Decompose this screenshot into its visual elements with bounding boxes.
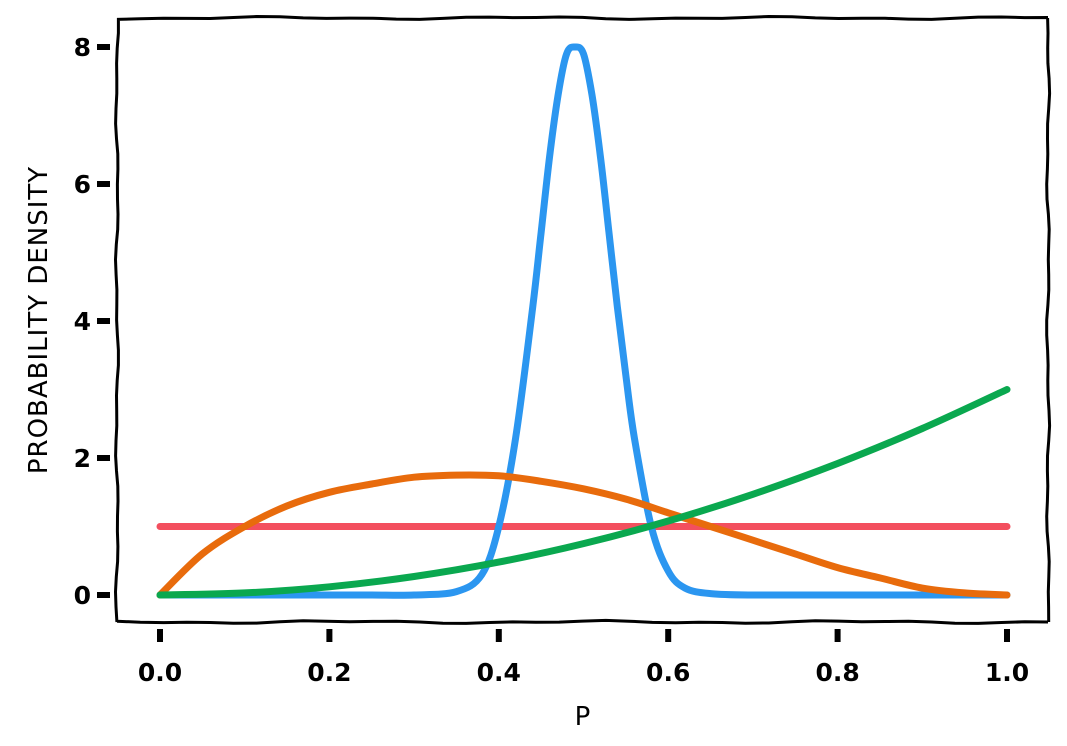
plot-frame-border — [114, 15, 1052, 625]
series-line-4 — [156, 386, 1011, 599]
y-tick-label: 0 — [74, 581, 91, 610]
x-tick-label: 0.2 — [307, 658, 351, 687]
series-group — [156, 43, 1011, 599]
y-tick-label: 4 — [74, 307, 91, 336]
y-axis-label: PROBABILITY DENSITY — [24, 166, 54, 474]
series-line-3 — [156, 471, 1011, 599]
x-tick-label: 0.0 — [138, 658, 182, 687]
x-tick-label: 1.0 — [985, 658, 1029, 687]
x-tick-label: 0.8 — [815, 658, 859, 687]
axis-ticks: 0.0 0.2 0.4 0.6 0.8 1.0 0 2 4 6 8 — [74, 33, 1030, 687]
y-tick-label: 6 — [74, 170, 91, 199]
series-line-2 — [156, 43, 1011, 599]
y-tick-label: 2 — [74, 444, 91, 473]
x-tick-label: 0.4 — [477, 658, 521, 687]
x-tick-label: 0.6 — [646, 658, 690, 687]
y-tick-label: 8 — [74, 33, 91, 62]
plot-frame — [114, 15, 1052, 625]
x-axis-label: P — [575, 702, 592, 732]
